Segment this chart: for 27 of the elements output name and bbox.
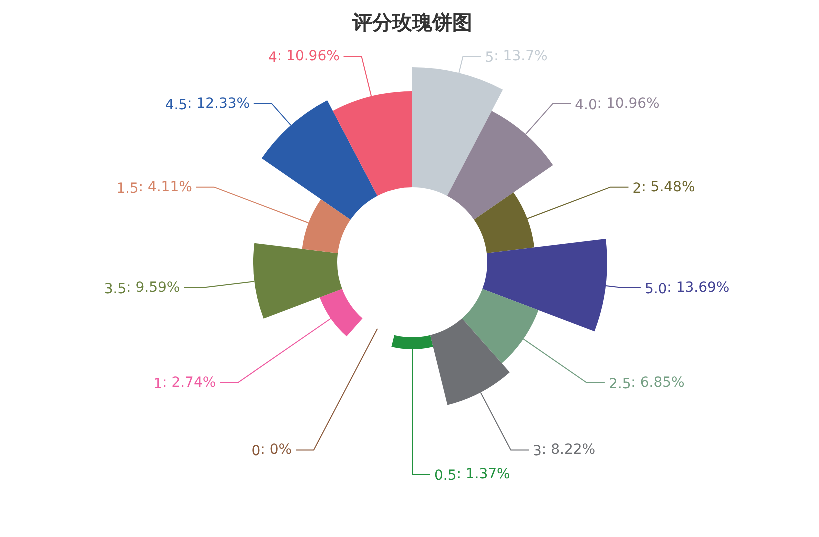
category-label: 2.5	[608, 376, 632, 392]
category-label: 4	[268, 50, 278, 66]
data-label: : 13.7%	[494, 48, 548, 65]
data-label: : 9.59%	[126, 280, 180, 296]
data-label: : 10.96%	[277, 48, 340, 65]
data-label: : 1.37%	[456, 466, 510, 482]
data-label: : 4.11%	[138, 179, 192, 196]
data-label: : 13.69%	[667, 280, 730, 296]
category-label: 0.5	[434, 468, 457, 484]
data-label: : 12.33%	[188, 96, 250, 112]
category-label: 4.5	[165, 97, 188, 114]
category-label: 0	[252, 444, 261, 460]
data-label: : 5.48%	[642, 179, 696, 196]
data-label: : 10.96%	[597, 96, 660, 112]
category-label: 1	[154, 376, 163, 392]
data-label: : 6.85%	[631, 374, 685, 391]
category-label: 3	[533, 444, 542, 460]
category-label: 1.5	[116, 180, 139, 197]
category-label: 4.0	[575, 97, 598, 114]
text: 评分玫瑰饼图	[352, 10, 472, 34]
category-label: 5.0	[644, 282, 668, 298]
data-label: : 2.74%	[162, 374, 216, 391]
category-label: 5	[485, 50, 494, 66]
data-label: : 8.22%	[542, 442, 596, 458]
category-label: 2	[632, 180, 642, 197]
data-label: : 0%	[260, 442, 292, 458]
category-label: 3.5	[104, 282, 127, 298]
